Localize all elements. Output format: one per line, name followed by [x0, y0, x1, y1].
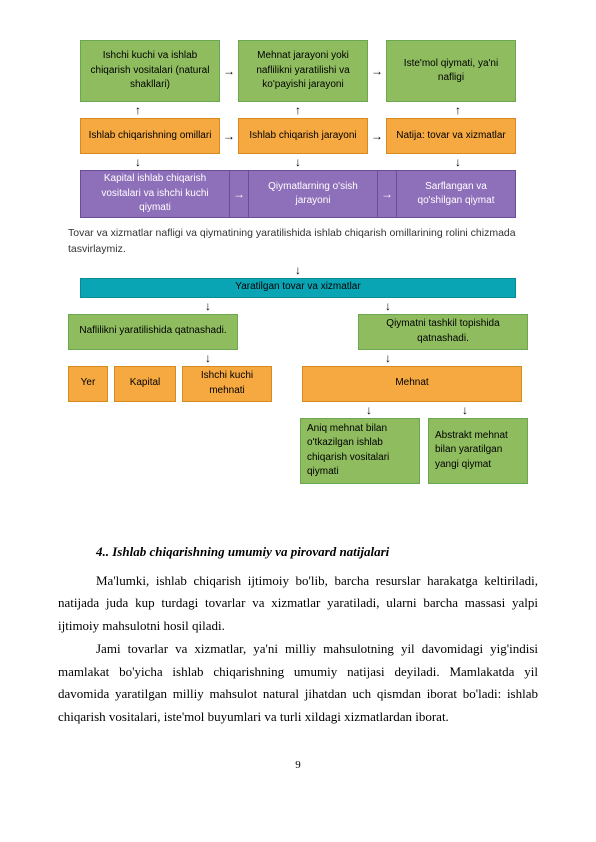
- arrow-icon: →: [220, 118, 238, 154]
- down-arrow-icon: ↓: [462, 403, 468, 417]
- diagram-caption: Tovar va xizmatlar nafligi va qiymatinin…: [58, 218, 538, 262]
- diagram-row-6: Yer Kapital Ishchi kuchi mehnati Mehnat: [58, 366, 538, 402]
- down-arrows: ↓ ↓ ↓: [58, 154, 538, 170]
- box-r6-1: Yer: [68, 366, 108, 402]
- box-r2-1: Ishlab chiqarishning omillari: [80, 118, 220, 154]
- down-arrow-icon: ↓: [366, 403, 372, 417]
- down-arrow-icon: ↓: [205, 351, 211, 365]
- box-r6-4: Mehnat: [302, 366, 522, 402]
- down-arrows-2: ↓ ↓: [58, 298, 538, 314]
- box-r4: Yaratilgan tovar va xizmatlar: [80, 278, 516, 298]
- down-arrow-icon: ↓: [455, 155, 461, 169]
- box-r2-2: Ishlab chiqarish jarayoni: [238, 118, 368, 154]
- page-number: 9: [58, 759, 538, 771]
- down-arrow-icon: ↓: [385, 351, 391, 365]
- arrow-icon: →: [220, 40, 238, 102]
- diagram-row-1: Ishchi kuchi va ishlab chiqarish vosital…: [58, 40, 538, 102]
- up-arrow-icon: ↑: [455, 103, 461, 117]
- diagram-row-3: Kapital ishlab chiqarish vositalari va i…: [58, 170, 538, 218]
- up-arrow-icon: ↑: [295, 103, 301, 117]
- box-r1-3: Iste'mol qiymati, ya'ni nafligi: [386, 40, 516, 102]
- arrow-icon: →: [378, 170, 396, 218]
- box-r3-2: Qiymatlarning o'sish jarayoni: [248, 170, 378, 218]
- box-r3-1: Kapital ishlab chiqarish vositalari va i…: [80, 170, 230, 218]
- down-arrow-icon: ↓: [135, 155, 141, 169]
- box-r1-2: Mehnat jarayoni yoki naflilikni yaratili…: [238, 40, 368, 102]
- box-r6-3: Ishchi kuchi mehnati: [182, 366, 272, 402]
- box-r5-1: Naflilikni yaratilishida qatnashadi.: [68, 314, 238, 350]
- down-arrow-icon: ↓: [295, 155, 301, 169]
- down-arrow-icon: ↓: [385, 299, 391, 313]
- down-arrow-center: ↓: [58, 262, 538, 278]
- box-r7-1: Aniq mehnat bilan o'tkazilgan ishlab chi…: [300, 418, 420, 484]
- diagram-row-7: Aniq mehnat bilan o'tkazilgan ishlab chi…: [58, 418, 538, 484]
- section-heading: 4.. Ishlab chiqarishning umumiy va pirov…: [58, 544, 538, 560]
- paragraph-1: Ma'lumki, ishlab chiqarish ijtimoiy bo'l…: [58, 570, 538, 638]
- up-arrow-icon: ↑: [135, 103, 141, 117]
- arrow-icon: →: [368, 118, 386, 154]
- box-r2-3: Natija: tovar va xizmatlar: [386, 118, 516, 154]
- box-r7-2: Abstrakt mehnat bilan yaratilgan yangi q…: [428, 418, 528, 484]
- box-r1-1: Ishchi kuchi va ishlab chiqarish vosital…: [80, 40, 220, 102]
- diagram-row-5: Naflilikni yaratilishida qatnashadi. Qiy…: [58, 314, 538, 350]
- down-arrows-4: ↓ ↓: [58, 402, 538, 418]
- box-r3-3: Sarflangan va qo'shilgan qiymat: [396, 170, 516, 218]
- arrow-icon: →: [230, 170, 248, 218]
- arrow-icon: →: [368, 40, 386, 102]
- down-arrow-icon: ↓: [205, 299, 211, 313]
- down-arrow-icon: ↓: [295, 263, 301, 277]
- flowchart: Ishchi kuchi va ishlab chiqarish vosital…: [58, 40, 538, 484]
- paragraph-2: Jami tovarlar va xizmatlar, ya'ni milliy…: [58, 638, 538, 729]
- box-r5-2: Qiymatni tashkil topishida qatnashadi.: [358, 314, 528, 350]
- down-arrows-3: ↓ ↓: [58, 350, 538, 366]
- diagram-row-4: Yaratilgan tovar va xizmatlar: [58, 278, 538, 298]
- box-r6-2: Kapital: [114, 366, 176, 402]
- diagram-row-2: Ishlab chiqarishning omillari → Ishlab c…: [58, 118, 538, 154]
- up-arrows: ↑ ↑ ↑: [58, 102, 538, 118]
